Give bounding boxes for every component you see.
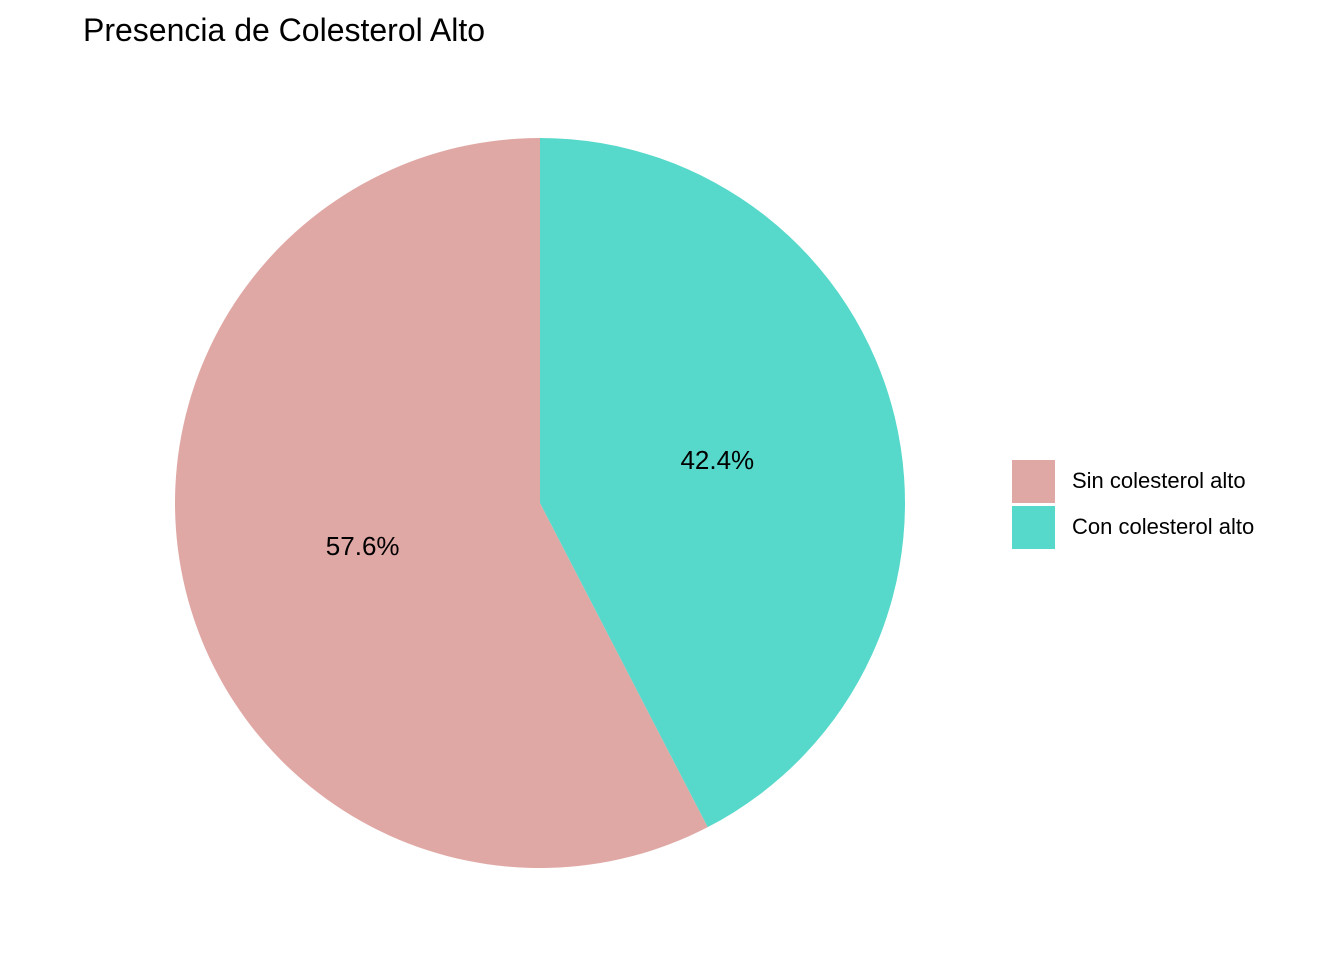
legend-item: Sin colesterol alto [1012,458,1254,504]
chart-legend: Sin colesterol alto Con colesterol alto [1012,458,1254,550]
slice-percent-label: 42.4% [680,445,754,475]
legend-swatch [1012,459,1055,503]
pie-slice-1 [174,138,708,868]
pie-slice-2 [540,138,905,828]
chart-title: Presencia de Colesterol Alto [83,12,485,48]
slice-percent-label: 57.6% [326,531,400,561]
legend-item: Con colesterol alto [1012,504,1254,550]
legend-label: Con colesterol alto [1072,514,1255,539]
legend-swatch [1012,505,1055,549]
legend-label: Sin colesterol alto [1072,468,1246,493]
